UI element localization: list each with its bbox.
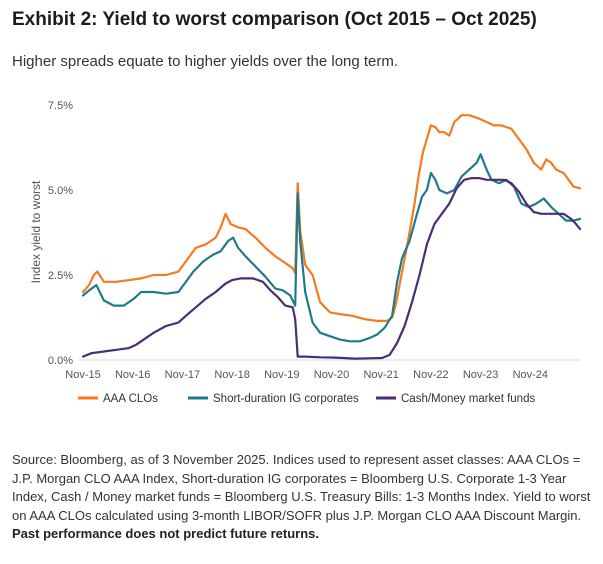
series-line-3 xyxy=(81,177,582,360)
y-tick-label: 7.5% xyxy=(48,100,73,112)
yield-chart: 0.0%2.5%5.0%7.5% Nov-15 Nov-16 Nov-17 Nov-1… xyxy=(29,100,582,405)
x-tick-label: Nov-15 xyxy=(65,369,100,381)
source-text: Source: Bloomberg, as of 3 November 2025… xyxy=(12,452,591,523)
series-line-2 xyxy=(81,153,582,343)
x-tick-label: Nov-20 xyxy=(314,369,349,381)
x-tick-label: Nov-16 xyxy=(115,369,150,381)
y-axis-label: Index yield to worst xyxy=(29,180,43,283)
x-tick-label: Nov-24 xyxy=(513,369,548,381)
y-tick-label: 2.5% xyxy=(48,270,73,282)
x-tick-label: Nov-21 xyxy=(363,369,398,381)
page-subtitle: Higher spreads equate to higher yields o… xyxy=(12,53,399,70)
x-tick-label: Nov-23 xyxy=(463,369,498,381)
x-tick-label: Nov-18 xyxy=(214,369,249,381)
x-tick-label: Nov-19 xyxy=(264,369,299,381)
legend-label: AAA CLOs xyxy=(103,393,158,405)
legend: AAA CLOs Short-duration IG corporates Cash… xyxy=(78,393,535,405)
legend-label: Cash/Money market funds xyxy=(401,393,535,405)
x-tick-labels: Nov-15 Nov-16 Nov-17 Nov-18 Nov-19 Nov-20 Nov-… xyxy=(65,369,548,381)
y-tick-label: 5.0% xyxy=(48,185,73,197)
series-lines xyxy=(81,114,582,360)
y-tick-labels: 0.0% 2.5% 5.0% 7.5% xyxy=(48,100,73,367)
series-line-1 xyxy=(81,114,582,322)
source-note: Source: Bloomberg, as of 3 November 2025… xyxy=(12,451,592,544)
y-tick-label: 0.0% xyxy=(48,355,73,367)
disclaimer-text: Past performance does not predict future… xyxy=(12,526,320,542)
legend-label: Short-duration IG corporates xyxy=(213,393,359,405)
page-title: Exhibit 2: Yield to worst comparison (Oc… xyxy=(12,9,537,30)
x-tick-label: Nov-22 xyxy=(413,369,448,381)
x-tick-label: Nov-17 xyxy=(165,369,200,381)
